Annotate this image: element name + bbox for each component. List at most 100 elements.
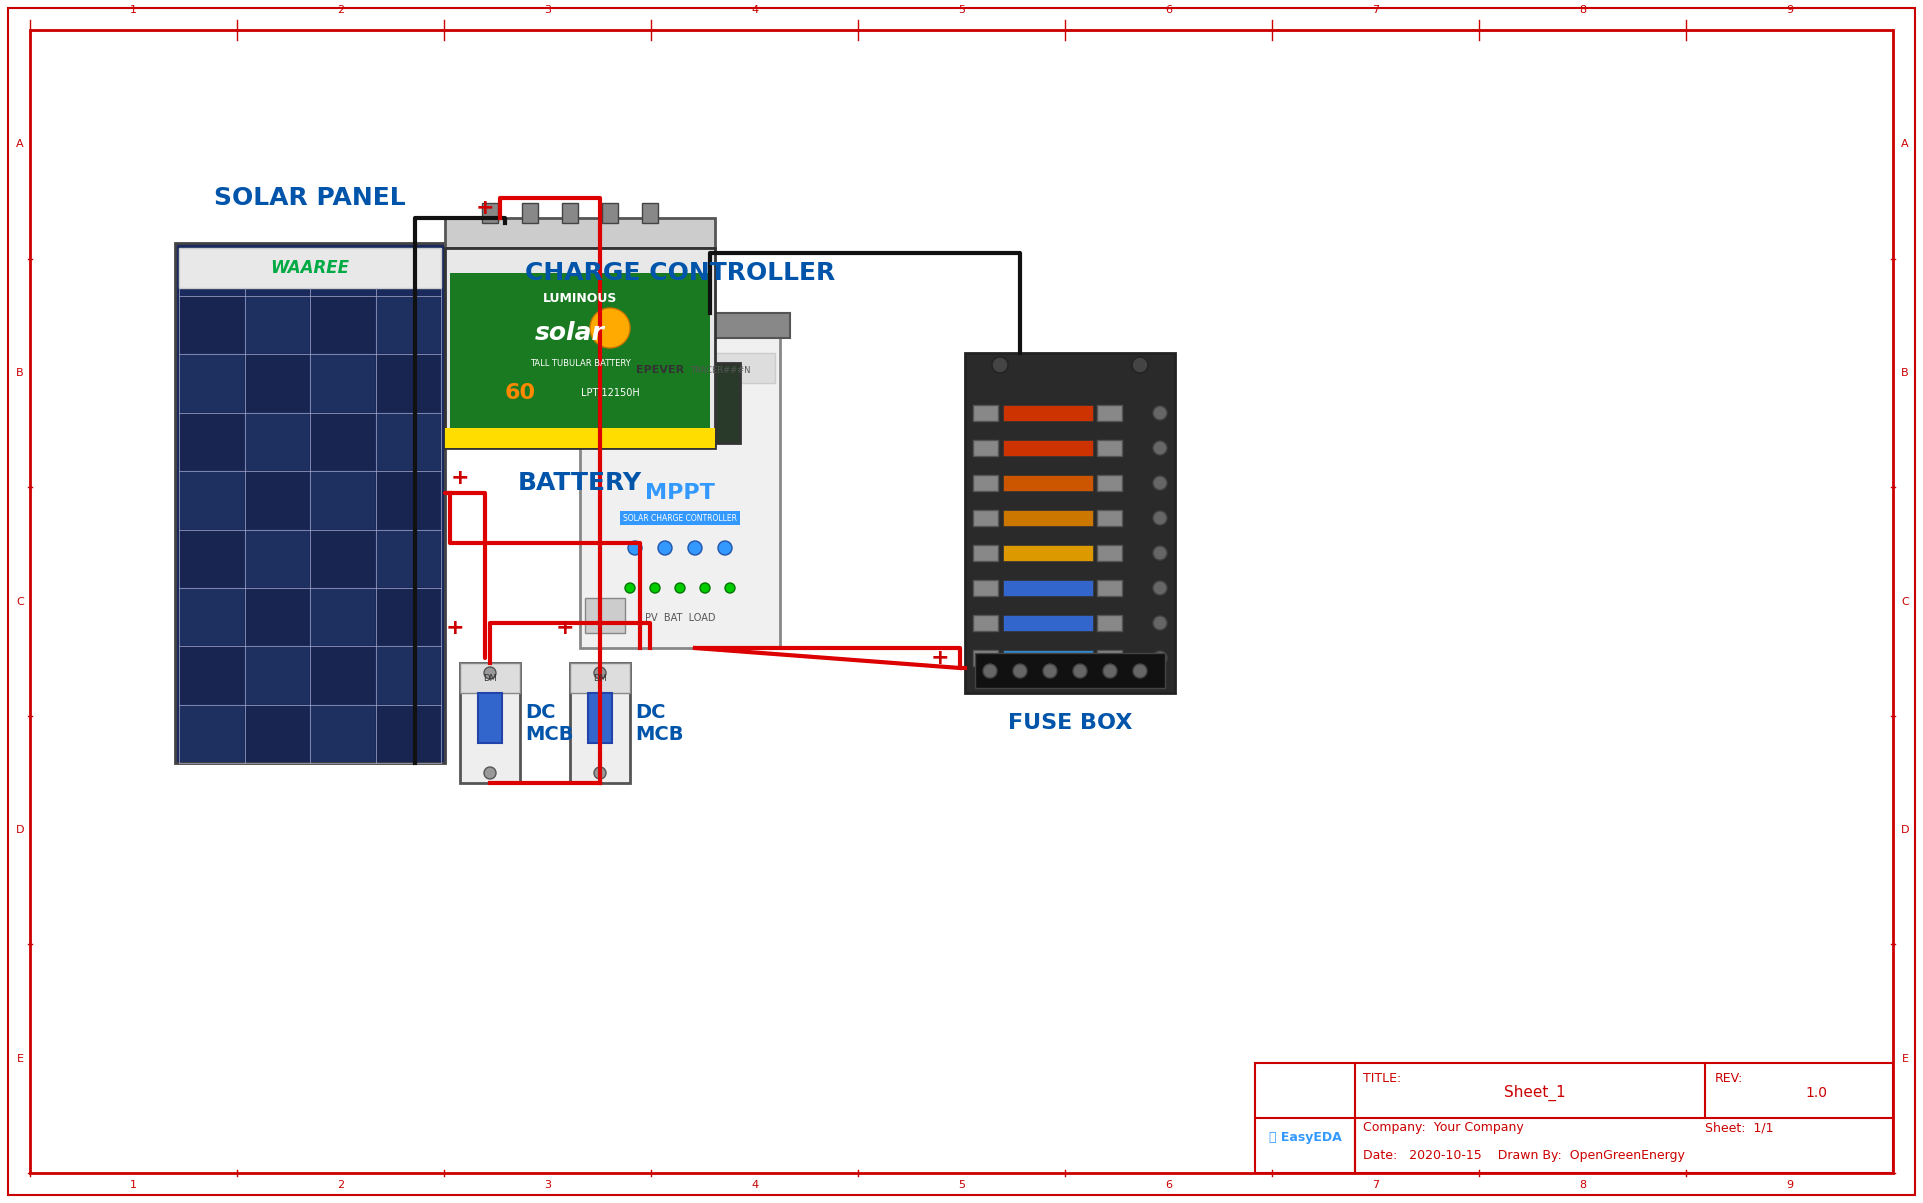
Bar	[1004, 510, 1092, 526]
Bar	[312, 647, 375, 704]
Text: solar: solar	[535, 321, 606, 345]
Bar	[569, 663, 631, 693]
Bar	[973, 545, 998, 561]
Text: D: D	[15, 825, 25, 835]
Bar	[483, 203, 498, 223]
Bar	[179, 248, 440, 288]
Bar	[1096, 475, 1121, 491]
Circle shape	[625, 583, 635, 593]
Bar	[181, 589, 244, 645]
Circle shape	[594, 666, 606, 678]
Bar	[312, 472, 375, 528]
Bar	[973, 440, 998, 456]
Bar	[444, 248, 715, 448]
Text: LPT 12150H: LPT 12150H	[581, 389, 638, 398]
Text: SOLAR CHARGE CONTROLLER: SOLAR CHARGE CONTROLLER	[623, 514, 737, 522]
Bar	[460, 663, 519, 693]
Bar	[1096, 650, 1121, 666]
Text: TRACER###N: TRACER###N	[690, 366, 750, 374]
Bar	[973, 405, 998, 421]
Bar	[181, 531, 244, 587]
Bar	[246, 589, 310, 645]
Text: C: C	[15, 597, 23, 606]
Circle shape	[1154, 616, 1167, 630]
Text: A: A	[15, 140, 23, 149]
Bar	[444, 218, 715, 248]
Text: A: A	[1902, 140, 1910, 149]
Bar	[312, 414, 375, 470]
Circle shape	[1154, 546, 1167, 561]
Bar	[444, 428, 715, 448]
Bar	[246, 531, 310, 587]
Bar	[1004, 405, 1092, 421]
Text: B: B	[1902, 368, 1910, 378]
Bar	[585, 598, 625, 633]
Bar	[588, 693, 612, 743]
Text: Company:  Your Company: Company: Your Company	[1363, 1121, 1523, 1134]
Text: 7: 7	[1371, 1180, 1379, 1190]
Text: SOLAR PANEL: SOLAR PANEL	[213, 186, 406, 211]
Bar	[1004, 545, 1092, 561]
Text: 60: 60	[504, 383, 537, 403]
Bar	[181, 647, 244, 704]
Bar	[312, 706, 375, 761]
Circle shape	[1073, 664, 1086, 678]
Bar	[312, 589, 375, 645]
Text: 9: 9	[1786, 1180, 1792, 1190]
Circle shape	[725, 583, 735, 593]
Circle shape	[1013, 664, 1027, 678]
Bar	[973, 475, 998, 491]
Circle shape	[700, 583, 710, 593]
Bar	[1096, 405, 1121, 421]
Text: LUMINOUS: LUMINOUS	[542, 291, 617, 304]
Text: E: E	[17, 1054, 23, 1063]
Bar	[246, 472, 310, 528]
Bar	[450, 273, 710, 443]
Circle shape	[717, 541, 733, 555]
Bar	[569, 313, 790, 338]
Bar	[246, 706, 310, 761]
Bar	[181, 297, 244, 354]
Bar	[1256, 1063, 1892, 1173]
Bar	[175, 243, 444, 763]
Bar	[602, 203, 617, 223]
Bar	[246, 647, 310, 704]
Bar	[1096, 615, 1121, 632]
Bar	[975, 653, 1165, 688]
Bar	[965, 352, 1175, 693]
Bar	[1096, 440, 1121, 456]
Bar	[1096, 510, 1121, 526]
Bar	[562, 203, 579, 223]
Text: E: E	[1902, 1054, 1908, 1063]
Bar	[642, 203, 658, 223]
Bar	[1096, 580, 1121, 595]
Text: WAAREE: WAAREE	[271, 259, 350, 277]
Bar	[312, 297, 375, 354]
Bar	[181, 414, 244, 470]
Bar	[246, 297, 310, 354]
Text: 2: 2	[337, 5, 344, 14]
Circle shape	[675, 583, 685, 593]
Circle shape	[594, 768, 606, 780]
Text: DC
MCB: DC MCB	[525, 703, 573, 743]
Text: ⭕ EasyEDA: ⭕ EasyEDA	[1269, 1132, 1342, 1144]
Bar	[246, 355, 310, 411]
Bar	[181, 706, 244, 761]
Bar	[521, 203, 538, 223]
Circle shape	[590, 308, 631, 348]
Text: 2: 2	[337, 1180, 344, 1190]
Text: +: +	[475, 198, 494, 218]
Text: +: +	[556, 618, 575, 638]
Bar	[181, 355, 244, 411]
Bar	[377, 589, 440, 645]
Text: FUSE BOX: FUSE BOX	[1008, 713, 1133, 733]
Bar	[1004, 650, 1092, 666]
Text: Sheet:  1/1: Sheet: 1/1	[1706, 1121, 1773, 1134]
Text: REV:: REV:	[1715, 1072, 1744, 1084]
Text: 1.0: 1.0	[1806, 1086, 1827, 1100]
Circle shape	[1154, 442, 1167, 455]
Bar	[460, 663, 519, 783]
Circle shape	[688, 541, 702, 555]
Bar	[973, 510, 998, 526]
Text: 5: 5	[958, 5, 965, 14]
